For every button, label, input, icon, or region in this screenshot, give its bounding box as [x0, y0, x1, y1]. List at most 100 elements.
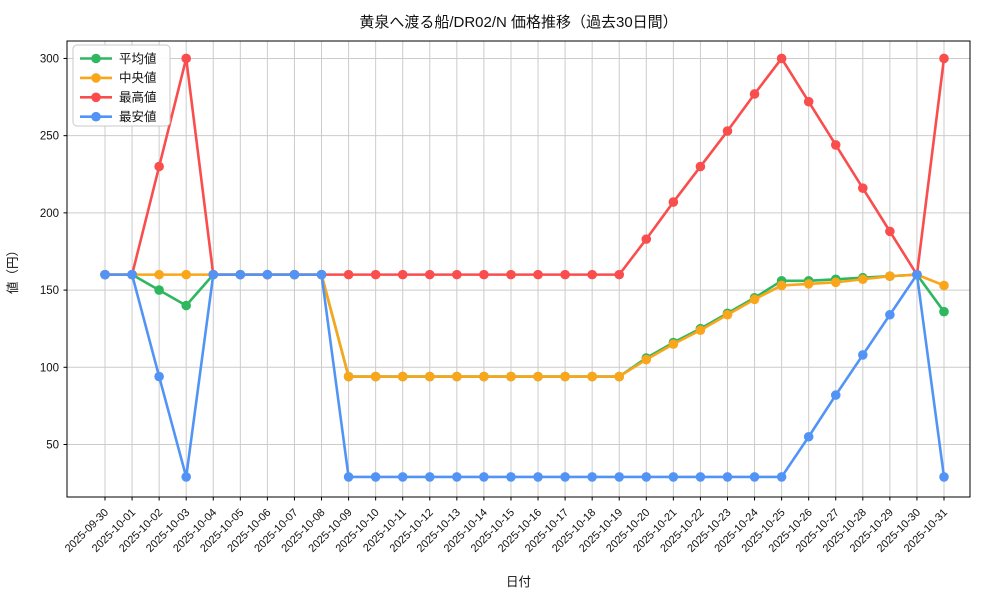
data-point[interactable]	[776, 472, 787, 482]
data-point[interactable]	[560, 269, 570, 280]
data-point[interactable]	[858, 183, 868, 193]
data-point[interactable]	[424, 269, 435, 280]
data-point[interactable]	[885, 309, 895, 320]
data-point[interactable]	[614, 269, 625, 280]
data-point[interactable]	[208, 269, 219, 280]
data-point[interactable]	[830, 277, 841, 288]
data-point[interactable]	[100, 269, 110, 280]
data-point[interactable]	[154, 371, 164, 382]
data-point[interactable]	[641, 354, 652, 365]
legend-label: 最高値	[119, 90, 157, 105]
data-point[interactable]	[641, 472, 652, 482]
data-point[interactable]	[370, 472, 381, 482]
data-point[interactable]	[533, 269, 543, 280]
data-point[interactable]	[289, 269, 300, 280]
data-point[interactable]	[506, 269, 516, 280]
data-point[interactable]	[912, 269, 922, 280]
data-point[interactable]	[343, 472, 354, 482]
data-point[interactable]	[181, 300, 191, 311]
data-point[interactable]	[722, 126, 733, 136]
data-point[interactable]	[533, 371, 543, 382]
data-point[interactable]	[776, 280, 787, 291]
data-point[interactable]	[830, 390, 841, 400]
y-axis: 50 100 150 200 250 300	[40, 53, 67, 451]
data-point[interactable]	[343, 371, 354, 382]
y-tick-label: 100	[40, 362, 59, 374]
data-point[interactable]	[154, 285, 164, 295]
data-point[interactable]	[749, 294, 760, 305]
data-point[interactable]	[397, 472, 408, 482]
data-point[interactable]	[154, 161, 164, 172]
data-point[interactable]	[858, 350, 868, 360]
data-point[interactable]	[830, 140, 841, 150]
data-point[interactable]	[127, 269, 137, 280]
data-point[interactable]	[560, 371, 570, 382]
data-point[interactable]	[452, 371, 462, 382]
data-point[interactable]	[506, 472, 516, 482]
data-point[interactable]	[316, 269, 327, 280]
series-平均値	[100, 269, 949, 382]
data-point[interactable]	[749, 89, 760, 99]
series-line	[103, 57, 946, 276]
legend-item-中央値[interactable]: 中央値	[80, 70, 157, 85]
data-point[interactable]	[452, 472, 462, 482]
data-point[interactable]	[614, 472, 625, 482]
data-point[interactable]	[695, 161, 706, 172]
data-point[interactable]	[343, 269, 354, 280]
data-point[interactable]	[560, 472, 570, 482]
data-point[interactable]	[235, 269, 246, 280]
data-point[interactable]	[695, 472, 706, 482]
data-point[interactable]	[370, 269, 381, 280]
data-point[interactable]	[668, 472, 679, 482]
data-point[interactable]	[722, 309, 733, 320]
data-point[interactable]	[506, 371, 516, 382]
series-最安値	[100, 269, 949, 482]
data-point[interactable]	[939, 472, 949, 482]
data-point[interactable]	[452, 269, 462, 280]
data-point[interactable]	[533, 472, 543, 482]
data-point[interactable]	[939, 306, 949, 317]
data-point[interactable]	[587, 472, 597, 482]
legend-item-平均値[interactable]: 平均値	[80, 51, 157, 66]
data-point[interactable]	[370, 371, 381, 382]
data-point[interactable]	[885, 271, 895, 281]
data-point[interactable]	[479, 269, 489, 280]
series-中央値	[100, 269, 949, 382]
data-point[interactable]	[424, 472, 435, 482]
data-point[interactable]	[154, 269, 164, 280]
plot-border	[66, 40, 971, 498]
data-point[interactable]	[803, 431, 814, 442]
data-point[interactable]	[479, 472, 489, 482]
data-point[interactable]	[479, 371, 489, 382]
data-point[interactable]	[668, 339, 679, 349]
data-point[interactable]	[749, 472, 760, 482]
x-axis-label: 日付	[506, 575, 531, 589]
chart-title: 黄泉へ渡る船/DR02/N 価格推移（過去30日間）	[359, 14, 677, 31]
y-tick-label: 250	[40, 131, 59, 143]
data-point[interactable]	[641, 234, 652, 244]
data-point[interactable]	[722, 472, 733, 482]
data-point[interactable]	[614, 371, 625, 382]
data-point[interactable]	[424, 371, 435, 382]
data-point[interactable]	[397, 269, 408, 280]
legend-item-最高値[interactable]: 最高値	[80, 90, 157, 105]
data-point[interactable]	[262, 269, 273, 280]
data-point[interactable]	[939, 53, 949, 64]
data-point[interactable]	[695, 325, 706, 336]
data-point[interactable]	[939, 280, 949, 291]
data-point[interactable]	[803, 279, 814, 289]
legend-item-最安値[interactable]: 最安値	[80, 109, 157, 124]
data-point[interactable]	[858, 274, 868, 285]
data-point[interactable]	[181, 53, 191, 64]
data-point[interactable]	[776, 53, 787, 64]
data-point[interactable]	[181, 472, 191, 482]
data-point[interactable]	[587, 371, 597, 382]
data-point[interactable]	[587, 269, 597, 280]
data-point[interactable]	[397, 371, 408, 382]
data-point[interactable]	[885, 226, 895, 237]
data-point[interactable]	[181, 269, 191, 280]
data-point[interactable]	[668, 197, 679, 207]
data-point[interactable]	[803, 96, 814, 107]
